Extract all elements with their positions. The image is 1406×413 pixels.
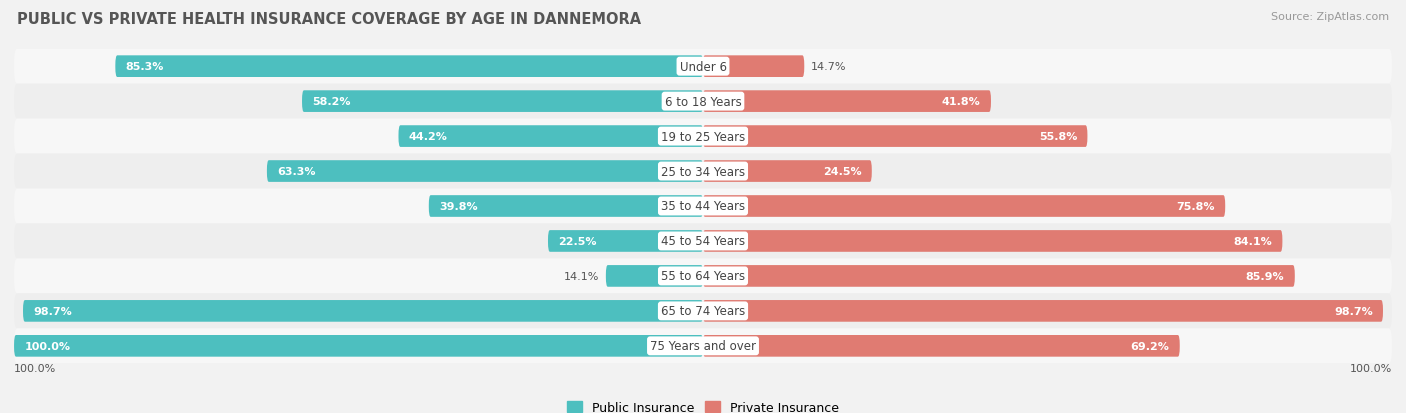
Text: 22.5%: 22.5%	[558, 236, 596, 247]
FancyBboxPatch shape	[703, 266, 1295, 287]
Text: 14.7%: 14.7%	[811, 62, 846, 72]
FancyBboxPatch shape	[548, 230, 703, 252]
Text: 98.7%: 98.7%	[34, 306, 72, 316]
Text: 41.8%: 41.8%	[942, 97, 980, 107]
Text: 55 to 64 Years: 55 to 64 Years	[661, 270, 745, 283]
FancyBboxPatch shape	[14, 154, 1392, 189]
Text: Under 6: Under 6	[679, 61, 727, 74]
Text: 85.3%: 85.3%	[125, 62, 165, 72]
Text: 6 to 18 Years: 6 to 18 Years	[665, 95, 741, 108]
Text: 45 to 54 Years: 45 to 54 Years	[661, 235, 745, 248]
Text: Source: ZipAtlas.com: Source: ZipAtlas.com	[1271, 12, 1389, 22]
FancyBboxPatch shape	[267, 161, 703, 183]
Text: 55.8%: 55.8%	[1039, 132, 1077, 142]
FancyBboxPatch shape	[14, 259, 1392, 294]
FancyBboxPatch shape	[14, 294, 1392, 329]
FancyBboxPatch shape	[606, 266, 703, 287]
FancyBboxPatch shape	[22, 300, 703, 322]
FancyBboxPatch shape	[703, 300, 1384, 322]
Text: 39.8%: 39.8%	[439, 202, 478, 211]
Text: 69.2%: 69.2%	[1130, 341, 1170, 351]
Legend: Public Insurance, Private Insurance: Public Insurance, Private Insurance	[567, 401, 839, 413]
FancyBboxPatch shape	[115, 56, 703, 78]
FancyBboxPatch shape	[703, 56, 804, 78]
FancyBboxPatch shape	[703, 91, 991, 113]
FancyBboxPatch shape	[14, 224, 1392, 259]
Text: 35 to 44 Years: 35 to 44 Years	[661, 200, 745, 213]
Text: 75.8%: 75.8%	[1177, 202, 1215, 211]
Text: 58.2%: 58.2%	[312, 97, 352, 107]
Text: 14.1%: 14.1%	[564, 271, 599, 281]
Text: 75 Years and over: 75 Years and over	[650, 339, 756, 352]
FancyBboxPatch shape	[14, 335, 703, 357]
Text: 85.9%: 85.9%	[1246, 271, 1285, 281]
Text: 25 to 34 Years: 25 to 34 Years	[661, 165, 745, 178]
FancyBboxPatch shape	[703, 335, 1180, 357]
Text: 19 to 25 Years: 19 to 25 Years	[661, 130, 745, 143]
Text: 44.2%: 44.2%	[409, 132, 447, 142]
Text: 100.0%: 100.0%	[1350, 363, 1392, 373]
FancyBboxPatch shape	[703, 230, 1282, 252]
FancyBboxPatch shape	[703, 196, 1225, 217]
FancyBboxPatch shape	[14, 119, 1392, 154]
FancyBboxPatch shape	[14, 50, 1392, 84]
FancyBboxPatch shape	[703, 126, 1087, 147]
Text: 24.5%: 24.5%	[823, 166, 862, 177]
FancyBboxPatch shape	[302, 91, 703, 113]
Text: 98.7%: 98.7%	[1334, 306, 1372, 316]
Text: PUBLIC VS PRIVATE HEALTH INSURANCE COVERAGE BY AGE IN DANNEMORA: PUBLIC VS PRIVATE HEALTH INSURANCE COVER…	[17, 12, 641, 27]
FancyBboxPatch shape	[703, 161, 872, 183]
Text: 84.1%: 84.1%	[1233, 236, 1272, 247]
FancyBboxPatch shape	[14, 329, 1392, 363]
FancyBboxPatch shape	[398, 126, 703, 147]
Text: 100.0%: 100.0%	[24, 341, 70, 351]
Text: 65 to 74 Years: 65 to 74 Years	[661, 305, 745, 318]
FancyBboxPatch shape	[14, 84, 1392, 119]
FancyBboxPatch shape	[14, 189, 1392, 224]
FancyBboxPatch shape	[429, 196, 703, 217]
Text: 100.0%: 100.0%	[14, 363, 56, 373]
Text: 63.3%: 63.3%	[277, 166, 316, 177]
